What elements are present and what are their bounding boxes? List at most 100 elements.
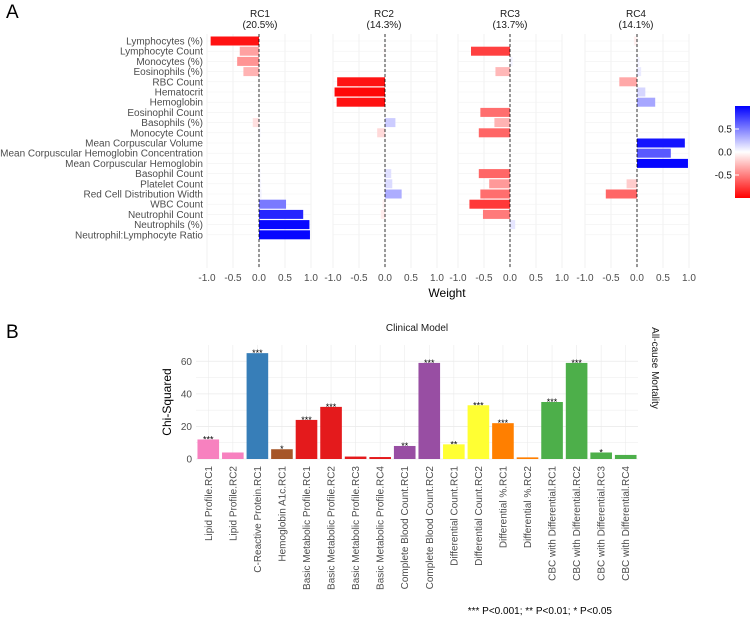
category-label-differential-rc1: Differential %.RC1 [498,466,509,549]
category-label-complete-blood-count-rc1: Complete Blood Count.RC1 [400,466,411,590]
category-label-basic-metabolic-profile-rc2: Basic Metabolic Profile.RC2 [327,466,338,590]
weight-bar-rc1-basophils [252,118,259,128]
weight-bar-rc4-rbc-count [619,77,637,87]
weight-bar-rc4-mean-corpuscular-hemoglobin [637,158,688,168]
significance-label: * [599,447,603,457]
weight-bar-rc4-hematocrit [637,87,646,97]
row-label-basophils: Basophils (%) [141,118,203,129]
weight-bar-rc3-neutrophil-count [482,209,510,219]
weight-bar-rc3-monocytes [510,56,513,66]
x-tick-label: 1.0 [555,273,569,284]
panel-b-title: Clinical Model [386,323,448,334]
x-tick-label: 0.0 [630,273,644,284]
x-tick-label: 0.0 [503,273,517,284]
row-label-hematocrit: Hematocrit [155,88,204,99]
chi-bar-cbc-with-differential-rc1 [541,402,563,459]
legend-ticks: 0.5 0.0 -0.5 [715,125,739,182]
weight-bar-rc3-eosinophil-count [480,107,510,117]
chi-bar-differential-rc1 [492,423,514,459]
x-tick-label: 1.0 [430,273,444,284]
row-label-platelet-count: Platelet Count [140,179,203,190]
facet-title-rc2-pct: (14.3%) [366,20,401,31]
x-tick-label: -1.0 [198,273,216,284]
row-label-eosinophils: Eosinophils (%) [134,67,203,78]
chi-bar-cbc-with-differential-rc3 [590,452,612,459]
x-tick-label: -1.0 [449,273,467,284]
x-tick-label: -0.5 [350,273,368,284]
x-tick-label: -1.0 [576,273,594,284]
weight-bar-rc1-basophil-count [259,169,261,179]
weight-bar-rc1-neutrophils [259,220,310,230]
x-tick-label: 0.5 [529,273,543,284]
panel-b-bars [197,353,637,459]
y-tick-label: 0 [186,455,192,466]
weight-bar-rc4-red-cell-distribution-width [605,189,637,199]
category-label-differential-count-rc2: Differential Count.RC2 [474,466,485,566]
weight-bar-rc3-lymphocyte-count [471,46,510,56]
row-label-hemoglobin: Hemoglobin [150,98,203,109]
x-tick-label: 0.0 [252,273,266,284]
weight-bar-rc1-eosinophils [243,67,259,77]
row-label-red-cell-distribution-width: Red Cell Distribution Width [84,190,204,201]
weight-bar-rc2-neutrophil-count [380,209,385,219]
significance-label: *** [424,358,435,368]
chi-bar-cbc-with-differential-rc4 [614,454,637,459]
chi-bar-differential-rc2 [516,457,539,459]
weight-bar-rc1-monocyte-count [259,128,261,138]
weight-bar-rc2-rbc-count [337,77,385,87]
x-tick-label: 0.5 [656,273,670,284]
color-legend: 0.5 0.0 -0.5 [715,106,750,198]
weight-bar-rc4-hemoglobin [637,97,656,107]
x-tick-label: 0.0 [378,273,392,284]
category-label-lipid-profile-rc2: Lipid Profile.RC2 [228,466,239,541]
panel-b-significance-labels: ********************************* [203,348,603,457]
legend-tick-label: 0.0 [718,148,732,159]
facet-strip-label: All-cause Mortality [649,327,660,409]
row-label-lymphocyte-count: Lymphocyte Count [120,47,203,58]
category-label-cbc-with-differential-rc3: CBC with Differential.RC3 [597,466,608,581]
row-label-monocyte-count: Monocyte Count [130,128,203,139]
y-tick-label: 20 [181,422,193,433]
weight-bar-rc3-red-cell-distribution-width [480,189,510,199]
significance-label: *** [498,418,509,428]
panel-b-plot-area [196,345,638,459]
panel-a-bars [210,36,688,240]
row-label-neutrophil-lymphocyte-ratio: Neutrophil:Lymphocyte Ratio [75,230,203,241]
significance-label: *** [571,358,582,368]
weight-bar-rc1-neutrophil-lymphocyte-ratio [259,230,310,240]
x-tick-label: 0.5 [404,273,418,284]
x-tick-label: 1.0 [682,273,696,284]
category-label-cbc-with-differential-rc4: CBC with Differential.RC4 [621,466,632,581]
weight-bar-rc4-eosinophils [637,67,642,77]
legend-tick-label: 0.5 [718,125,732,136]
category-label-basic-metabolic-profile-rc4: Basic Metabolic Profile.RC4 [376,466,387,590]
weight-bar-rc2-monocyte-count [377,128,385,138]
weight-bar-rc1-platelet-count [259,179,262,189]
chi-bar-hemoglobin-a1c-rc1 [271,449,293,459]
weight-bar-rc2-basophil-count [385,169,392,179]
weight-bar-rc1-neutrophil-count [259,209,304,219]
category-label-hemoglobin-a1c-rc1: Hemoglobin A1c.RC1 [277,466,288,562]
panel-b-y-ticks: 0 20 40 60 [181,357,193,466]
row-label-mean-corpuscular-hemoglobin: Mean Corpuscular Hemoglobin [65,159,203,170]
x-tick-label: 1.0 [304,273,318,284]
weight-bar-rc1-lymphocytes [210,36,259,46]
weight-bar-rc2-lymphocyte-count [383,46,385,56]
panel-a-letter: A [6,2,19,23]
weight-bar-rc2-wbc-count [382,199,385,209]
row-label-mean-corpuscular-hemoglobin-concentration: Mean Corpuscular Hemoglobin Concentratio… [0,149,203,160]
significance-label: *** [473,400,484,410]
panel-b-y-title: Chi-Squared [160,368,174,435]
panel-a-x-ticks: -1.0 -0.5 0.0 0.5 1.0 -1.0 -0.5 0.0 0.5 1.0 -1.0 -0… [198,273,696,284]
weight-bar-rc3-platelet-count [489,179,510,189]
chi-bar-lipid-profile-rc2 [222,452,244,459]
category-label-differential-rc2: Differential %.RC2 [523,466,534,549]
significance-label: *** [301,415,312,425]
significance-label: * [280,444,284,454]
chi-bar-basic-metabolic-profile-rc3 [344,456,367,459]
legend-tick-label: -0.5 [715,171,733,182]
row-label-mean-corpuscular-volume: Mean Corpuscular Volume [85,139,203,150]
row-label-rbc-count: RBC Count [152,77,203,88]
significance-label: ** [450,439,458,449]
